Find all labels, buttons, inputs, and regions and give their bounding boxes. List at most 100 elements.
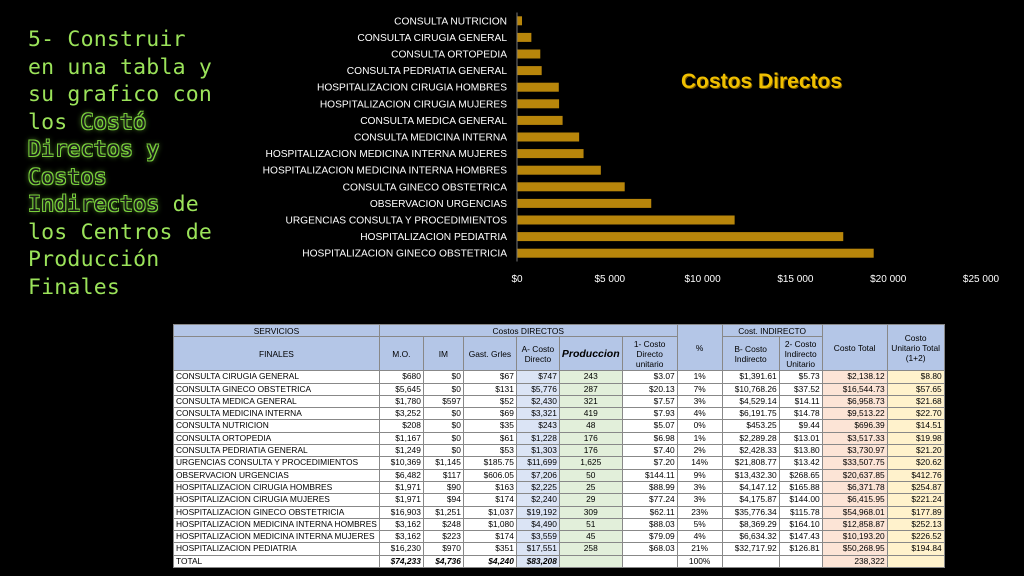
table-cell — [778, 554, 823, 569]
table-cell: $53 — [462, 444, 517, 458]
table-cell: $1,228 — [515, 431, 560, 446]
table-cell: $1,303 — [515, 444, 560, 458]
x-tick-label: $20 000 — [870, 274, 907, 285]
table-cell: URGENCIAS CONSULTA Y PROCEDIMIENTOS — [173, 456, 380, 470]
table-cell: $83,208 — [515, 554, 560, 569]
table-cell: $6,958.73 — [821, 394, 888, 409]
category-label: HOSPITALIZACION CIRUGIA MUJERES — [320, 99, 507, 110]
table-cell: $68.03 — [621, 542, 678, 556]
heading-line: Costos — [28, 164, 238, 192]
table-cell: 321 — [558, 394, 623, 409]
table-cell: $35 — [462, 419, 517, 433]
header-finales: FINALES — [173, 336, 380, 372]
table-cell: $3,321 — [515, 407, 560, 421]
table-cell: $6,415.95 — [821, 493, 888, 507]
table-cell: $1,249 — [378, 444, 424, 458]
x-tick-label: $5 000 — [595, 274, 626, 285]
table-row: CONSULTA GINECO OBSTETRICA $5,645 $0 $131 $5… — [173, 382, 945, 396]
table-row: CONSULTA ORTOPEDIA $1,167 $0 $61 $1,228 176 $6… — [173, 431, 945, 446]
table-cell: $1,780 — [378, 394, 424, 409]
table-cell: $54,968.01 — [821, 505, 888, 519]
bar — [517, 82, 559, 92]
table-row: HOSPITALIZACION PEDIATRIA $16,230 $970 $351… — [173, 542, 945, 556]
table-cell: 9% — [676, 468, 723, 482]
table-cell: $5,645 — [378, 382, 424, 396]
table-cell: $10,369 — [378, 456, 424, 470]
table-cell: 3% — [676, 394, 723, 409]
heading-line: en una tabla y — [28, 54, 238, 82]
category-label: URGENCIAS CONSULTA Y PROCEDIMIENTOS — [285, 216, 507, 227]
header-pct: % — [676, 323, 723, 372]
table-cell: CONSULTA MEDICA GENERAL — [173, 394, 380, 409]
table-cell: 21% — [676, 542, 723, 556]
table-cell: $0 — [422, 431, 464, 446]
x-tick-label: $25 000 — [963, 274, 1000, 285]
table-cell: CONSULTA CIRUGIA GENERAL — [173, 370, 380, 384]
table-cell: 1% — [676, 370, 723, 384]
category-label: CONSULTA ORTOPEDIA — [391, 50, 507, 61]
table-cell: $2,430 — [515, 394, 560, 409]
table-cell: $115.78 — [778, 505, 823, 519]
table-cell: $0 — [422, 407, 464, 421]
table-cell: $3,730.97 — [821, 444, 888, 458]
table-cell: $1,167 — [378, 431, 424, 446]
header-costo-directo-unitario: 1- Costo Directo unitario — [621, 336, 678, 372]
table-cell: $7.20 — [621, 456, 678, 470]
heading-text: 5- Construir — [28, 27, 186, 52]
table-cell: $2,240 — [515, 493, 560, 507]
table-row: OBSERVACION URGENCIAS $6,482 $117 $606.05 $7… — [173, 468, 945, 482]
table-row: HOSPITALIZACION MEDICINA INTERNA MUJERES… — [173, 530, 945, 544]
heading-text: de — [159, 192, 199, 217]
heading-text: los — [28, 109, 81, 135]
category-label: HOSPITALIZACION PEDIATRIA — [360, 232, 507, 243]
header-cost-indirecto: Cost. INDIRECTO — [721, 323, 823, 338]
table-total-row: TOTAL $74,233 $4,736 $4,240 $83,208 100% 238,3… — [173, 554, 945, 569]
header-mo: M.O. — [378, 336, 424, 372]
table-cell: HOSPITALIZACION MEDICINA INTERNA MUJERES — [173, 530, 380, 544]
table-header-row-2: FINALES M.O. IM Gast. Grles A- Costo Dir… — [173, 336, 945, 372]
heading-line: 5- Construir — [28, 26, 238, 54]
table-cell: $33,507.75 — [821, 456, 888, 470]
category-label: OBSERVACION URGENCIAS — [370, 199, 507, 210]
table-cell: $2,138.12 — [821, 370, 888, 384]
table-cell: $1,251 — [422, 505, 464, 519]
table-cell: $9,513.22 — [821, 407, 888, 421]
table-cell: $223 — [422, 530, 464, 544]
table-row: CONSULTA PEDRIATIA GENERAL $1,249 $0 $53 $1,… — [173, 444, 945, 458]
table-cell: $5,776 — [515, 382, 560, 396]
table-cell: $7.93 — [621, 407, 678, 421]
table-cell: $2,225 — [515, 480, 560, 495]
table-cell: $8.80 — [886, 370, 945, 384]
table-cell: $35,776.34 — [721, 505, 780, 519]
table-cell: $252.13 — [886, 517, 945, 532]
table-row: HOSPITALIZACION MEDICINA INTERNA HOMBRES… — [173, 517, 945, 532]
table-cell: $13.80 — [778, 444, 823, 458]
table-cell: $88.03 — [621, 517, 678, 532]
table-cell: 3% — [676, 480, 723, 495]
bar — [517, 32, 532, 42]
table-cell: $5.07 — [621, 419, 678, 433]
category-label: HOSPITALIZACION GINECO OBSTETRICIA — [302, 249, 507, 260]
heading-line: Directos y — [28, 136, 238, 164]
table-cell: $3,517.33 — [821, 431, 888, 446]
table-cell: $57.65 — [886, 382, 945, 396]
table-cell: $3.07 — [621, 370, 678, 384]
table-cell: $3,162 — [378, 530, 424, 544]
table-cell: $1,145 — [422, 456, 464, 470]
table-row: CONSULTA NUTRICION $208 $0 $35 $243 48 $5.07 0%… — [173, 419, 945, 433]
table-cell: $6,634.32 — [721, 530, 780, 544]
heading-highlight: Indirectos — [28, 192, 160, 217]
bar — [517, 132, 580, 142]
table-cell: $8,369.29 — [721, 517, 780, 532]
table-cell: $88.99 — [621, 480, 678, 495]
table-cell: $20.62 — [886, 456, 945, 470]
table-cell: 0% — [676, 419, 723, 433]
header-costos-directos: Costos DIRECTOS — [378, 323, 678, 338]
table-cell: $77.24 — [621, 493, 678, 507]
table-cell: 243 — [558, 370, 623, 384]
table-cell: $144.11 — [621, 468, 678, 482]
table-cell: $14.78 — [778, 407, 823, 421]
table-cell: $69 — [462, 407, 517, 421]
category-label: CONSULTA MEDICA GENERAL — [360, 116, 507, 127]
header-costo-total: Costo Total — [821, 323, 888, 372]
